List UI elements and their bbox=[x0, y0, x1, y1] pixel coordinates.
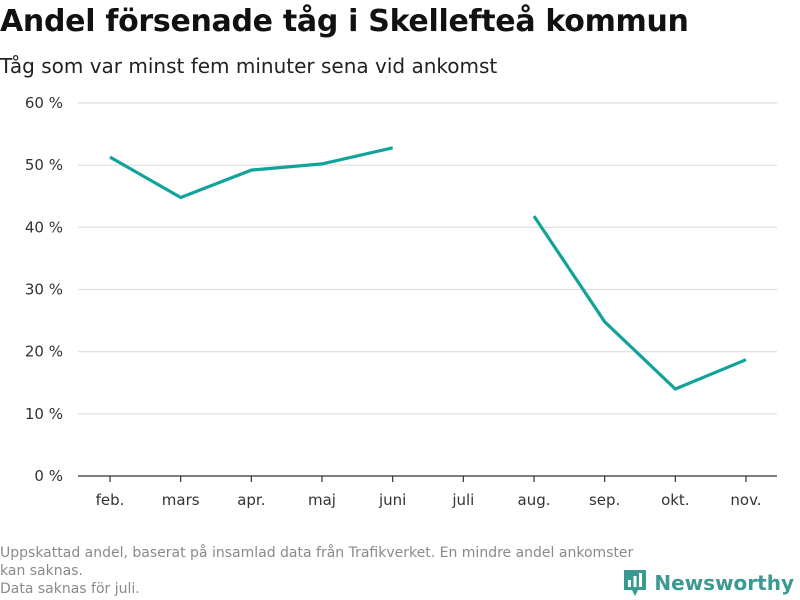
y-tick-label: 10 % bbox=[25, 405, 63, 423]
brand-name: Newsworthy bbox=[654, 571, 794, 595]
x-tick-label: okt. bbox=[661, 491, 690, 509]
y-tick-label: 50 % bbox=[25, 156, 63, 174]
x-axis-tick-labels: feb. mars apr. maj juni juli aug. sep. okt. nov. bbox=[96, 491, 762, 509]
chart-title: Andel försenade tåg i Skellefteå kommun bbox=[0, 4, 689, 39]
y-tick-label: 0 % bbox=[34, 467, 63, 485]
x-tick-label: maj bbox=[308, 491, 336, 509]
series-layer bbox=[109, 146, 747, 391]
series-line-segment-1 bbox=[109, 146, 394, 200]
footnote-source-text: Uppskattad andel, baserat på insamlad da… bbox=[0, 545, 634, 579]
grid-lines bbox=[78, 102, 777, 415]
x-tick-label: juni bbox=[378, 491, 406, 509]
x-tick-label: aug. bbox=[518, 491, 551, 509]
axes bbox=[78, 475, 777, 482]
y-tick-label: 30 % bbox=[25, 281, 63, 299]
series-line-segment-2 bbox=[532, 215, 747, 391]
y-axis-tick-labels: 0 % 10 % 20 % 30 % 40 % 50 % 60 % bbox=[25, 94, 63, 485]
x-tick-label: mars bbox=[162, 491, 200, 509]
line-chart: 0 % 10 % 20 % 30 % 40 % 50 % 60 % feb. mars apr.… bbox=[25, 94, 777, 509]
footnote: Uppskattad andel, baserat på insamlad da… bbox=[0, 544, 640, 598]
x-tick-label: juli bbox=[451, 491, 474, 509]
x-tick-label: feb. bbox=[96, 491, 125, 509]
y-tick-label: 40 % bbox=[25, 218, 63, 236]
newsworthy-logo-icon bbox=[624, 570, 647, 596]
footnote-missing-data-text: Data saknas för juli. bbox=[0, 581, 140, 597]
x-tick-label: sep. bbox=[589, 491, 620, 509]
y-tick-label: 60 % bbox=[25, 94, 63, 112]
brand-logo: Newsworthy bbox=[622, 568, 794, 598]
y-tick-label: 20 % bbox=[25, 343, 63, 361]
x-tick-label: apr. bbox=[237, 491, 265, 509]
x-tick-label: nov. bbox=[730, 491, 761, 509]
chart-subtitle: Tåg som var minst fem minuter sena vid a… bbox=[0, 54, 498, 78]
